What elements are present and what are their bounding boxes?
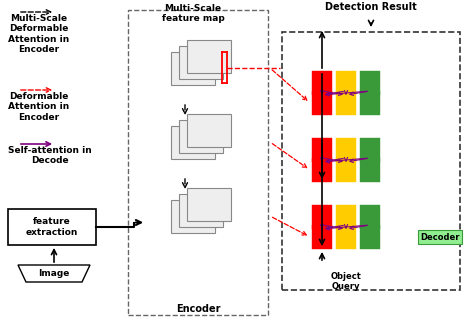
Bar xyxy=(179,119,223,153)
Bar xyxy=(360,138,380,162)
Bar xyxy=(187,188,231,220)
Bar xyxy=(336,225,356,249)
Bar xyxy=(360,71,380,95)
Text: Detection Result: Detection Result xyxy=(325,2,417,12)
Bar xyxy=(171,52,215,84)
Text: Decoder: Decoder xyxy=(420,233,460,242)
Text: Multi-Scale
Deformable
Attention in
Encoder: Multi-Scale Deformable Attention in Enco… xyxy=(8,14,69,54)
Bar xyxy=(312,205,332,229)
Bar xyxy=(360,205,380,229)
Bar xyxy=(171,199,215,233)
Bar xyxy=(312,138,332,162)
Bar xyxy=(336,71,356,95)
Bar xyxy=(336,158,356,182)
Bar xyxy=(312,225,332,249)
Text: Deformable
Attention in
Encoder: Deformable Attention in Encoder xyxy=(8,92,69,122)
Bar xyxy=(187,39,231,73)
Bar xyxy=(282,32,460,290)
Polygon shape xyxy=(18,265,90,282)
Bar xyxy=(360,91,380,115)
Bar xyxy=(360,158,380,182)
Bar xyxy=(179,45,223,78)
Bar xyxy=(336,91,356,115)
Bar xyxy=(312,158,332,182)
Bar xyxy=(179,194,223,227)
Bar xyxy=(312,91,332,115)
Text: Encoder: Encoder xyxy=(176,304,220,314)
Text: Image: Image xyxy=(38,268,70,277)
Text: Self-attention in
Decode: Self-attention in Decode xyxy=(8,146,92,165)
Bar xyxy=(171,125,215,158)
Bar xyxy=(187,114,231,147)
Bar xyxy=(360,225,380,249)
Bar xyxy=(8,209,96,245)
Bar xyxy=(336,138,356,162)
Bar xyxy=(336,205,356,229)
Text: feature
extraction: feature extraction xyxy=(26,217,78,237)
Bar xyxy=(128,10,268,315)
Text: Multi-Scale
feature map: Multi-Scale feature map xyxy=(162,4,224,23)
Bar xyxy=(312,71,332,95)
Text: Object
Query: Object Query xyxy=(330,272,362,292)
